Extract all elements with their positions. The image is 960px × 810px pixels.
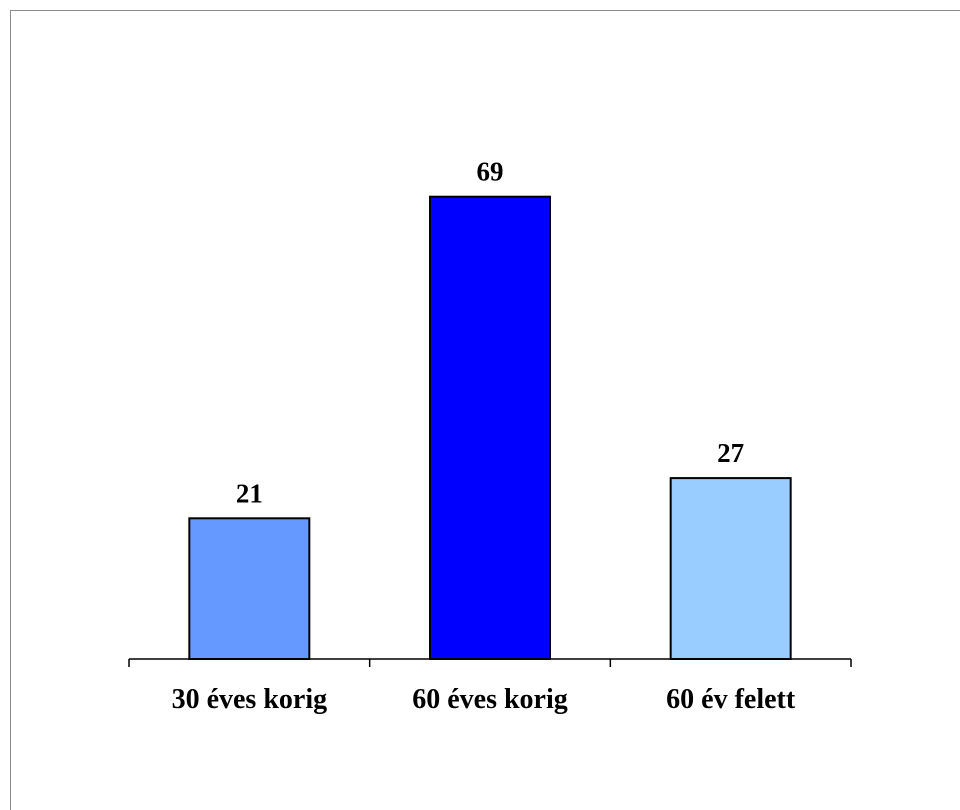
x-tick-label: 60 éves korig: [412, 684, 568, 715]
bar: [429, 195, 551, 660]
bar: [188, 517, 311, 660]
bar-value-label: 69: [477, 157, 504, 187]
bar-value-label: 21: [236, 478, 263, 508]
bars-group: [188, 195, 792, 660]
bar: [669, 477, 792, 660]
x-ticks-group: [128, 659, 852, 667]
value-labels-group: 21 69 27: [236, 157, 744, 509]
x-tick-label: 30 éves korig: [172, 684, 328, 715]
chart-frame: [10, 10, 960, 810]
bar-value-label: 27: [717, 438, 744, 468]
x-tick-label: 60 év felett: [666, 684, 796, 715]
bar-chart: 21 69 27 30 éves korig 60 éves korig 60 év f…: [128, 157, 852, 715]
x-tick-labels-group: 30 éves korig 60 éves korig 60 év felett: [172, 684, 796, 715]
